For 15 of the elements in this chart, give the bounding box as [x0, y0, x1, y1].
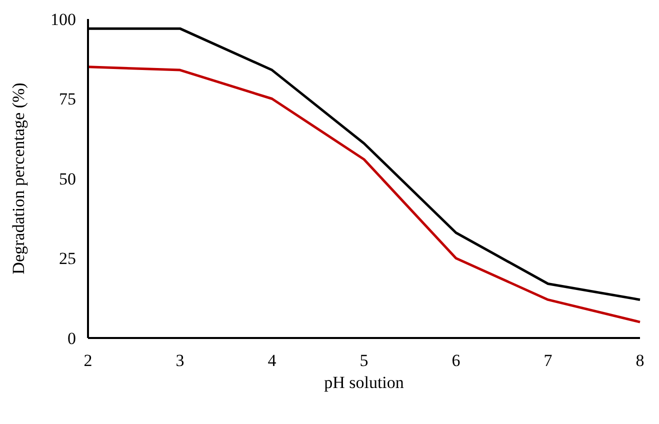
y-tick-label: 0	[68, 328, 76, 348]
x-tick-label: 8	[636, 351, 644, 370]
line-series	[86, 66, 642, 324]
y-tick-label: 75	[59, 90, 76, 109]
x-axis-title: pH solution	[324, 373, 404, 392]
y-tick-label: 100	[50, 10, 76, 29]
x-tick-label: 5	[360, 351, 368, 370]
x-tick-label: 6	[452, 351, 460, 370]
x-tick-label: 3	[176, 351, 184, 370]
x-tick-label: 2	[84, 351, 92, 370]
x-tick-label: 4	[268, 351, 277, 370]
y-tick-label: 25	[59, 249, 76, 268]
y-axis-title: Degradation percentage (%)	[9, 82, 28, 274]
x-tick-label: 7	[544, 351, 553, 370]
y-tick-label: 50	[59, 169, 76, 188]
